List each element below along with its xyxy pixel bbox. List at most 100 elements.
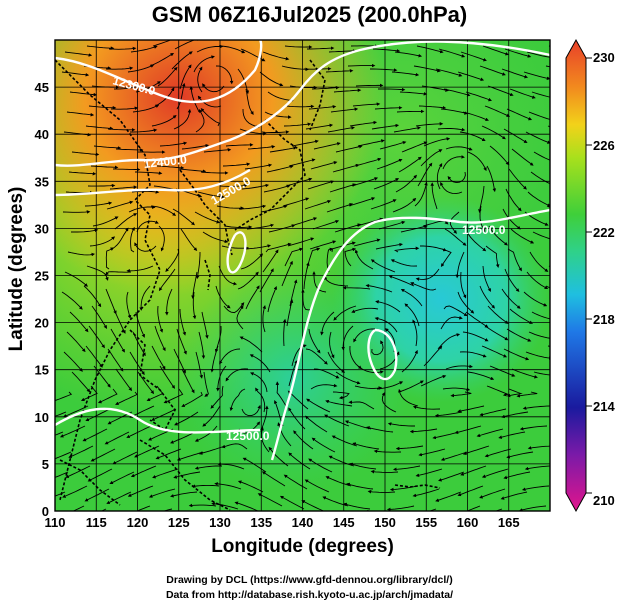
streamline <box>238 204 267 210</box>
streamline <box>335 144 363 153</box>
streamline <box>104 431 130 445</box>
streamline <box>163 388 184 404</box>
streamline <box>436 163 443 190</box>
streamline <box>509 308 534 324</box>
streamline <box>438 471 465 482</box>
streamline <box>481 345 508 358</box>
streamline <box>348 400 375 410</box>
streamline <box>171 51 193 70</box>
wind-streamlines <box>55 40 550 523</box>
streamline <box>242 457 267 473</box>
x-tick-label: 125 <box>168 515 190 530</box>
streamline <box>66 111 95 117</box>
streamline <box>398 380 424 393</box>
streamline <box>62 485 88 498</box>
streamline <box>309 240 337 250</box>
streamline <box>442 155 465 170</box>
streamline <box>478 185 485 213</box>
streamline <box>105 512 128 523</box>
streamline <box>486 165 497 193</box>
streamline <box>156 165 185 170</box>
streamline <box>134 171 163 175</box>
streamline <box>237 271 259 290</box>
streamline <box>238 421 261 434</box>
streamline <box>181 143 210 150</box>
streamline <box>109 185 138 190</box>
streamline <box>525 351 550 360</box>
contour-label: 12400.0 <box>143 152 188 170</box>
streamline <box>440 248 452 268</box>
streamline <box>435 491 462 502</box>
streamline <box>222 162 251 167</box>
streamline <box>420 245 447 252</box>
streamline <box>320 311 335 336</box>
streamline <box>370 199 397 210</box>
streamline <box>261 471 286 487</box>
streamline <box>412 405 441 410</box>
streamline <box>423 137 451 147</box>
streamline <box>286 299 294 327</box>
streamline <box>479 65 506 76</box>
streamline <box>311 437 336 453</box>
streamline <box>465 311 489 328</box>
streamline <box>503 128 528 143</box>
streamline <box>287 390 309 410</box>
streamline <box>529 251 549 272</box>
streamline <box>85 125 114 131</box>
streamline <box>218 265 238 286</box>
streamline <box>195 109 205 133</box>
streamline <box>396 109 425 114</box>
streamline <box>371 340 384 356</box>
streamline <box>112 451 138 465</box>
streamline <box>442 387 471 392</box>
streamline <box>482 45 509 56</box>
y-tick-label: 10 <box>35 410 49 425</box>
streamline <box>523 291 548 307</box>
streamline <box>394 51 423 58</box>
colorbar-ticks: 210 214 218 222 226 230 <box>586 50 615 508</box>
streamline <box>260 204 288 213</box>
streamline <box>178 168 207 173</box>
streamline <box>200 108 220 127</box>
streamline <box>244 163 273 170</box>
streamline <box>349 462 377 470</box>
streamline <box>352 442 380 450</box>
streamline <box>400 224 428 233</box>
streamline <box>288 452 311 470</box>
streamline <box>443 88 471 97</box>
streamline <box>460 271 467 299</box>
streamline <box>417 162 433 187</box>
streamline <box>482 265 491 292</box>
streamline <box>311 85 340 90</box>
streamline <box>487 305 509 324</box>
streamline <box>357 139 385 147</box>
streamline <box>415 122 444 127</box>
y-tick-label: 40 <box>35 127 49 142</box>
streamline <box>130 465 157 478</box>
streamline <box>263 184 291 193</box>
colorbar-body <box>565 38 587 513</box>
streamline <box>107 128 136 132</box>
streamline <box>457 71 485 81</box>
streamline <box>242 108 260 129</box>
streamline <box>489 365 516 377</box>
streamline <box>201 311 209 339</box>
streamline <box>392 197 417 213</box>
streamline <box>264 111 292 119</box>
streamline <box>247 145 276 150</box>
streamline <box>455 251 465 279</box>
streamline <box>126 291 132 319</box>
streamline <box>394 246 420 253</box>
streamline <box>349 120 378 127</box>
streamline <box>467 371 495 381</box>
streamline <box>229 388 246 412</box>
streamline <box>304 199 332 210</box>
streamline <box>126 425 152 438</box>
streamline <box>62 210 91 214</box>
streamline <box>327 351 345 374</box>
streamline <box>67 251 96 257</box>
streamline <box>181 391 203 407</box>
streamline <box>268 446 289 467</box>
streamline <box>197 191 225 199</box>
